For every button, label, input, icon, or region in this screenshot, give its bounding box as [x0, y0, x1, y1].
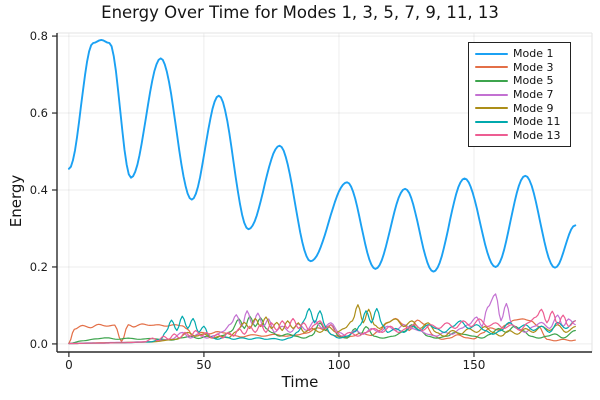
x-tick-label: 0: [65, 358, 73, 372]
y-tick-label: 0.4: [30, 183, 48, 197]
x-axis-label: Time: [281, 373, 319, 391]
legend-entry: Mode 13: [475, 129, 565, 143]
legend-line-sample: [475, 66, 508, 69]
legend-entry: Mode 1: [475, 47, 565, 61]
series-mode-13: [68, 308, 576, 345]
chart-title: Energy Over Time for Modes 1, 3, 5, 7, 9…: [101, 3, 499, 22]
y-tick-label: 0.2: [30, 260, 48, 274]
legend-entry: Mode 9: [475, 101, 565, 115]
x-tick-label: 150: [463, 358, 486, 372]
legend-label: Mode 13: [513, 128, 561, 142]
legend: Mode 1 Mode 3 Mode 5 Mode 7 Mode 9 Mode 11 Mod…: [468, 42, 571, 148]
series-mode-9: [68, 304, 576, 345]
y-tick-label: 0.6: [30, 106, 48, 120]
legend-entry: Mode 11: [475, 115, 565, 129]
x-tick-label: 50: [196, 358, 211, 372]
legend-line-sample: [475, 52, 508, 55]
y-axis-label: Energy: [7, 174, 25, 228]
legend-line-sample: [475, 79, 508, 82]
legend-entry: Mode 3: [475, 61, 565, 75]
legend-label: Mode 3: [513, 60, 554, 74]
legend-entry: Mode 5: [475, 74, 565, 88]
x-tick-label: 100: [327, 358, 350, 372]
legend-line-sample: [475, 107, 508, 110]
legend-label: Mode 9: [513, 101, 554, 115]
y-tick-label: 0.8: [30, 29, 48, 43]
series-mode-11: [68, 307, 576, 345]
legend-line-sample: [475, 134, 508, 137]
legend-entry: Mode 7: [475, 88, 565, 102]
series-mode-1: [67, 38, 577, 273]
legend-label: Mode 5: [513, 74, 554, 88]
legend-line-sample: [475, 120, 508, 123]
y-tick-label: 0.0: [30, 337, 48, 351]
legend-line-sample: [475, 93, 508, 96]
legend-label: Mode 11: [513, 115, 561, 129]
legend-label: Mode 1: [513, 47, 554, 61]
legend-label: Mode 7: [513, 88, 554, 102]
